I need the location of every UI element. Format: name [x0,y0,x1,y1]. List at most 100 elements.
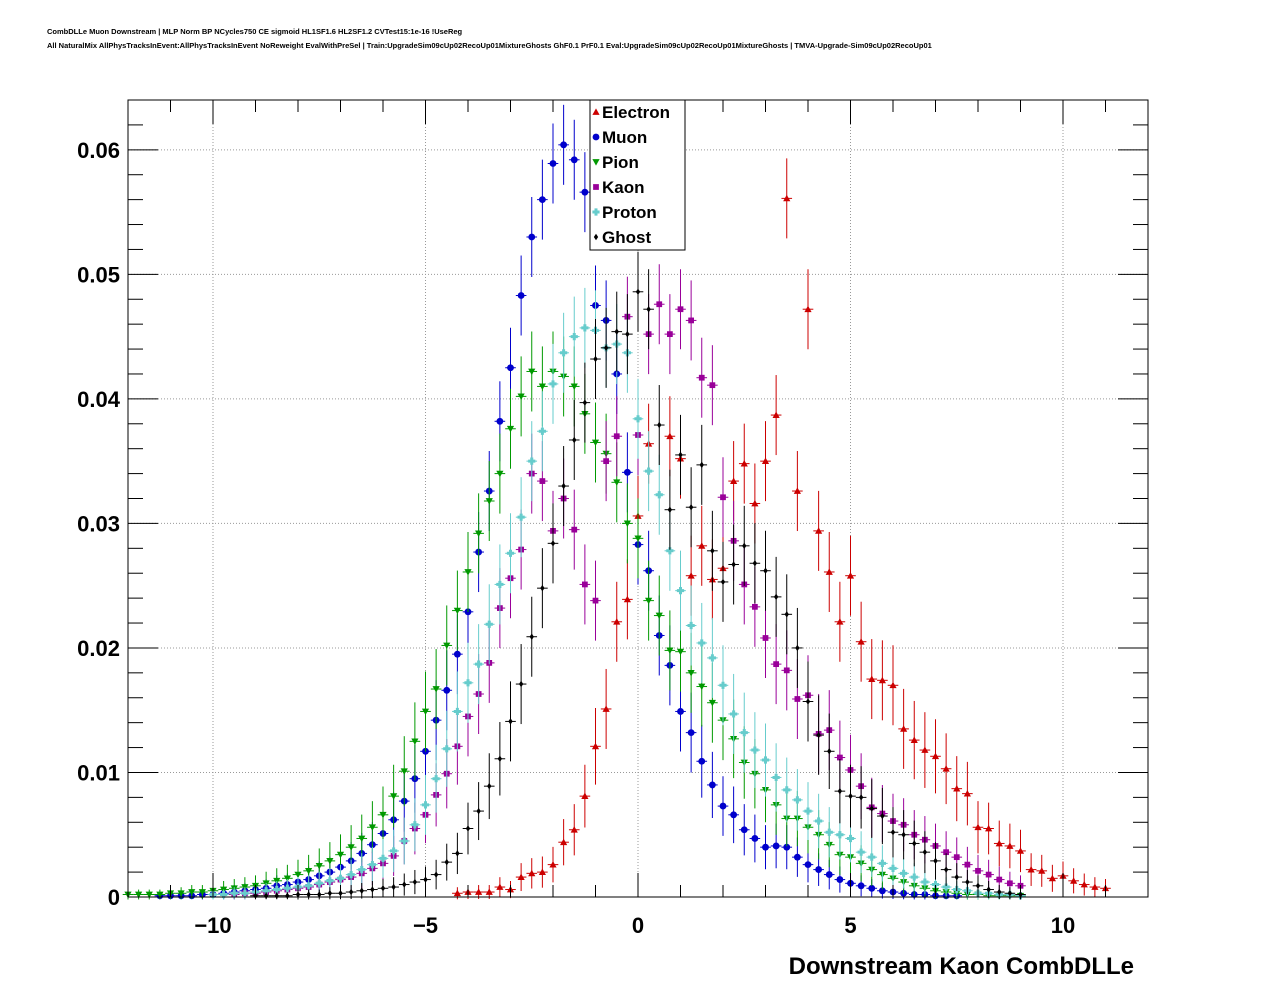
data-point [709,382,716,389]
legend-label: Pion [602,153,639,172]
data-point [411,821,419,829]
legend-label: Ghost [602,228,651,247]
data-point [943,866,949,873]
legend-label: Kaon [602,178,645,197]
data-point [582,399,588,406]
data-point [698,374,705,381]
data-point [538,383,546,391]
data-point [677,708,684,715]
x-axis-title: Downstream Kaon CombDLLe [789,953,1134,980]
data-point [752,560,758,567]
data-point [922,848,928,856]
data-point [719,802,727,810]
data-point [506,425,515,433]
data-point [379,854,387,862]
data-point [529,633,534,640]
data-point [772,773,780,782]
data-point [730,710,738,718]
data-point [943,849,950,856]
data-point [623,520,631,528]
data-point [751,499,759,507]
data-point [623,468,631,476]
data-point [687,669,695,677]
data-point [613,618,621,625]
data-point [942,765,950,772]
y-tick-label: 0.04 [77,387,121,412]
legend-marker [592,159,600,166]
data-point [528,233,536,241]
data-point [570,383,578,391]
data-point [336,851,345,859]
data-point [687,572,695,579]
data-point [283,884,291,892]
data-point [761,756,770,764]
data-point [751,835,759,842]
data-point [698,683,706,691]
data-point [485,888,493,895]
data-point [730,811,738,819]
data-point [177,890,185,897]
title-line-2: All NaturalMix AllPhysTracksInEvent:AllP… [47,41,932,50]
data-point [538,196,546,204]
data-point [933,857,938,865]
legend-marker [592,208,600,216]
data-point [390,793,398,800]
data-point [560,141,568,149]
data-point [890,829,896,836]
data-point [931,880,940,889]
data-point [657,421,662,429]
data-point [528,869,536,877]
data-point [763,567,768,574]
legend-item-kaon: Kaon [593,178,645,197]
y-tick-label: 0.05 [77,262,120,287]
data-point [655,612,663,620]
data-point [613,479,621,486]
data-point [560,349,568,357]
data-point [317,891,322,898]
y-tick-label: 0.01 [77,760,120,785]
data-point [964,861,971,868]
data-point [997,888,1002,896]
data-point [135,891,143,899]
data-point [793,796,801,804]
data-point [678,451,683,459]
data-point [1080,880,1088,888]
data-point [889,681,897,689]
data-point [910,873,918,881]
data-point [306,891,311,898]
data-point [421,801,430,809]
data-point [646,305,651,313]
data-point [581,324,589,332]
data-point [443,642,451,650]
data-point [549,160,557,167]
data-point [315,862,323,870]
data-point [793,487,801,494]
data-point [1006,842,1014,849]
data-point [1048,874,1056,882]
data-point [570,826,578,833]
data-point [783,667,790,674]
data-point [762,635,769,641]
data-point [687,621,695,630]
data-point [815,817,823,825]
data-point [508,718,513,725]
data-point [974,823,982,831]
data-point [761,457,770,465]
data-point [825,828,833,836]
data-point [858,794,864,801]
data-point [688,317,695,324]
legend-marker [593,184,599,190]
data-point [453,707,461,716]
data-point [921,878,929,886]
x-tick-label: −10 [194,913,231,938]
data-point [571,526,578,533]
data-point [538,868,546,875]
data-point [348,888,354,896]
data-point [676,587,685,595]
legend: Electron Muon Pion Kaon Proton Ghost [589,99,686,251]
data-point [592,597,599,604]
data-point [550,540,556,547]
data-point [326,858,334,865]
data-point [453,607,461,615]
data-point [283,875,291,882]
